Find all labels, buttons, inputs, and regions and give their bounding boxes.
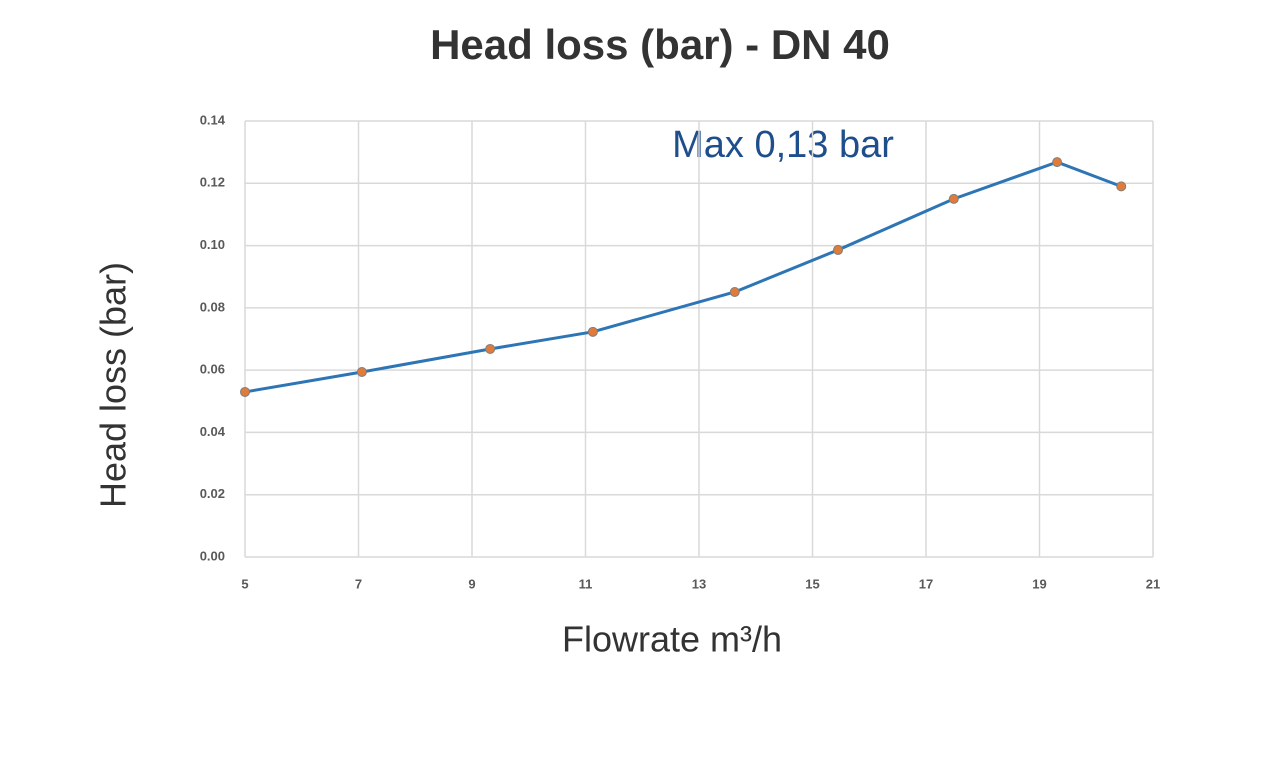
y-tick-label: 0.00 [200, 548, 225, 563]
x-tick-label: 7 [355, 576, 362, 591]
y-axis-label: Head loss (bar) [93, 262, 134, 508]
x-tick-label: 11 [579, 576, 593, 591]
y-tick-label: 0.04 [200, 424, 226, 439]
point [485, 343, 496, 354]
point [1116, 181, 1127, 192]
point [356, 367, 367, 378]
x-axis-label: Flowrate m³/h [562, 619, 782, 660]
y-tick-label: 0.10 [200, 237, 225, 252]
x-tick-label: 9 [468, 576, 475, 591]
line [244, 160, 1122, 394]
x-tick-label: 17 [919, 576, 933, 591]
point [587, 326, 598, 337]
y-tick-label: 0.12 [200, 175, 225, 190]
y-tick-label: 0.14 [200, 112, 226, 127]
x-tick-label: 15 [805, 576, 819, 591]
annotation: Max 0,13 bar [672, 124, 894, 166]
y-tick-label: 0.08 [200, 299, 225, 314]
x-tick-label: 21 [1146, 576, 1160, 591]
point [729, 286, 740, 297]
y-tick-label: 0.06 [200, 362, 225, 377]
point [948, 193, 959, 204]
x-tick-label: 5 [241, 576, 248, 591]
point [1052, 157, 1063, 168]
x-tick-label: 19 [1032, 576, 1046, 591]
point [240, 386, 250, 397]
x-tick-label: 13 [692, 576, 706, 591]
y-tick-label: 0.02 [200, 486, 225, 501]
chart-title: Head loss (bar) - DN 40 [430, 21, 890, 68]
point [833, 244, 844, 255]
